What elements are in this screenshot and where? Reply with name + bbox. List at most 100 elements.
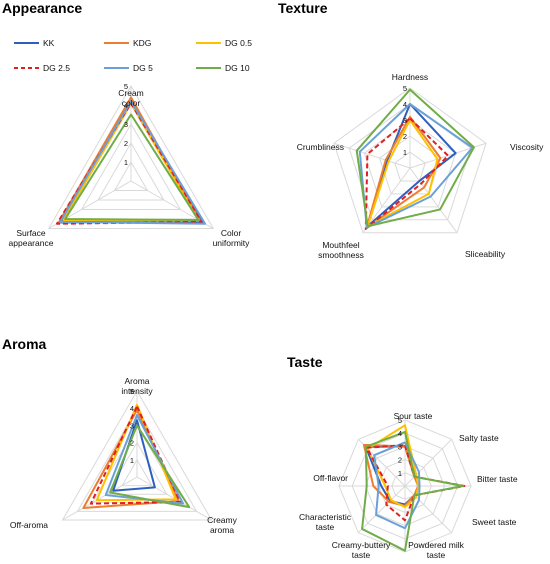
legend-label-kk: KK bbox=[43, 38, 55, 48]
tick-label-5: 5 bbox=[403, 84, 407, 93]
tick-label-3: 3 bbox=[403, 116, 407, 125]
aroma-title: Aroma bbox=[2, 336, 47, 352]
axis-label-off-aroma: Off-aroma bbox=[10, 520, 48, 530]
series-dg-2-5 bbox=[89, 405, 182, 505]
tick-label-3: 3 bbox=[124, 120, 128, 129]
axis-label-salty-taste: Salty taste bbox=[459, 433, 499, 443]
radar-axis-labels: Cream color Color uniformity Surface appearan… bbox=[9, 88, 251, 248]
grid-ring-5 bbox=[61, 390, 213, 521]
grid-ring-1 bbox=[394, 151, 426, 182]
tick-label-2: 2 bbox=[398, 456, 402, 465]
series-dg-5 bbox=[59, 100, 207, 225]
axis-label-crumbliness: Crumbliness bbox=[297, 142, 344, 152]
radar-axis-labels: Aroma intensity Creamy aroma Off-aroma bbox=[10, 376, 238, 535]
axis-label-off-flavor: Off-flavor bbox=[313, 473, 348, 483]
axis-label-viscosity: Viscosity bbox=[510, 142, 544, 152]
radar-tick-labels: 1 2 3 4 5 bbox=[403, 84, 407, 157]
series-dg-0-5 bbox=[366, 119, 439, 228]
tick-label-2: 2 bbox=[403, 132, 407, 141]
taste-title: Taste bbox=[287, 354, 323, 370]
grid-ring-4 bbox=[348, 103, 472, 221]
tick-label-4: 4 bbox=[398, 429, 402, 438]
series-dg-2-5 bbox=[55, 102, 203, 225]
radar-grid bbox=[333, 87, 487, 234]
radar-spoke bbox=[404, 485, 453, 534]
legend-item-dg-5: DG 5 bbox=[104, 63, 153, 73]
series-kk bbox=[60, 100, 205, 224]
texture-radar-chart: 1 2 3 4 5 Hardness Viscosity Sliceability Mouthf… bbox=[297, 72, 544, 260]
tick-label-4: 4 bbox=[130, 404, 134, 413]
grid-ring-2 bbox=[97, 142, 165, 201]
texture-title: Texture bbox=[278, 0, 328, 16]
tick-label-5: 5 bbox=[124, 82, 128, 91]
series-dg-10 bbox=[355, 88, 475, 228]
axis-label-color-uniformity: Color uniformity bbox=[213, 228, 251, 248]
tick-label-1: 1 bbox=[124, 158, 128, 167]
tick-label-3: 3 bbox=[398, 442, 402, 451]
axis-label-bitter-taste: Bitter taste bbox=[477, 474, 518, 484]
radar-spoke bbox=[362, 167, 411, 234]
axis-label-characteristic-taste: Characteristic taste bbox=[299, 512, 352, 532]
tick-label-3: 3 bbox=[130, 421, 134, 430]
radar-grid bbox=[338, 419, 472, 553]
tick-label-1: 1 bbox=[398, 469, 402, 478]
legend-label-dg-0-5: DG 0.5 bbox=[225, 38, 252, 48]
grid-ring-3 bbox=[80, 122, 182, 210]
axis-label-creamy-buttery-taste: Creamy-buttery taste bbox=[332, 540, 391, 560]
series-dg-10 bbox=[109, 424, 191, 509]
radar-series-group bbox=[55, 96, 207, 225]
axis-label-cream-color: Cream color bbox=[118, 88, 144, 108]
tick-label-4: 4 bbox=[124, 101, 128, 110]
series-dg-10 bbox=[64, 113, 200, 221]
radar-series-group bbox=[361, 424, 466, 552]
legend-label-dg-10: DG 10 bbox=[225, 63, 250, 73]
grid-ring-4 bbox=[76, 407, 198, 512]
radar-series-group bbox=[355, 88, 475, 230]
tick-label-2: 2 bbox=[130, 439, 134, 448]
axis-label-mouthfeel-smoothness: Mouthfeel smoothness bbox=[318, 240, 364, 260]
radar-axis-labels: Sour taste Salty taste Bitter taste Sweet t… bbox=[299, 411, 518, 560]
series-kdg bbox=[365, 115, 442, 229]
legend-item-dg-2-5: DG 2.5 bbox=[14, 63, 70, 73]
radar-spoke bbox=[404, 438, 453, 487]
legend: KK KDG DG 0.5 DG 2.5 DG 5 DG 10 bbox=[14, 38, 252, 73]
tick-label-2: 2 bbox=[124, 139, 128, 148]
legend-item-dg-10: DG 10 bbox=[196, 63, 250, 73]
axis-label-sour-taste: Sour taste bbox=[394, 411, 433, 421]
legend-item-kk: KK bbox=[14, 38, 55, 48]
radar-tick-labels: 1 2 3 4 5 bbox=[130, 387, 134, 465]
series-dg-2-5 bbox=[364, 117, 450, 230]
radar-spoke bbox=[333, 142, 411, 169]
grid-ring-5 bbox=[333, 87, 487, 234]
axis-label-aroma-intensity: Aroma intensity bbox=[121, 376, 153, 396]
tick-label-1: 1 bbox=[403, 148, 407, 157]
legend-item-dg-0-5: DG 0.5 bbox=[196, 38, 252, 48]
series-dg-10 bbox=[361, 430, 465, 552]
radar-spoke bbox=[62, 476, 138, 521]
series-dg-5 bbox=[358, 103, 474, 229]
axis-label-creamy-aroma: Creamy aroma bbox=[207, 515, 238, 535]
radar-spoke bbox=[409, 167, 458, 234]
grid-ring-2 bbox=[106, 441, 168, 495]
tick-label-5: 5 bbox=[398, 416, 402, 425]
radar-tick-labels: 1 2 3 4 5 bbox=[398, 416, 402, 478]
appearance-title: Appearance bbox=[2, 0, 83, 16]
legend-label-dg-5: DG 5 bbox=[133, 63, 153, 73]
axis-label-hardness: Hardness bbox=[392, 72, 428, 82]
grid-ring-1 bbox=[121, 458, 153, 487]
grid-ring-5 bbox=[47, 84, 215, 229]
tick-label-5: 5 bbox=[130, 387, 134, 396]
radar-axis-labels: Hardness Viscosity Sliceability Mouthfeel sm… bbox=[297, 72, 544, 260]
axis-label-sweet-taste: Sweet taste bbox=[472, 517, 517, 527]
radar-spoke bbox=[357, 485, 406, 534]
tick-label-4: 4 bbox=[403, 100, 407, 109]
radar-series-group bbox=[82, 403, 191, 509]
legend-label-dg-2-5: DG 2.5 bbox=[43, 63, 70, 73]
tick-label-1: 1 bbox=[130, 456, 134, 465]
axis-label-sliceability: Sliceability bbox=[465, 249, 506, 259]
grid-ring-1 bbox=[113, 160, 149, 191]
